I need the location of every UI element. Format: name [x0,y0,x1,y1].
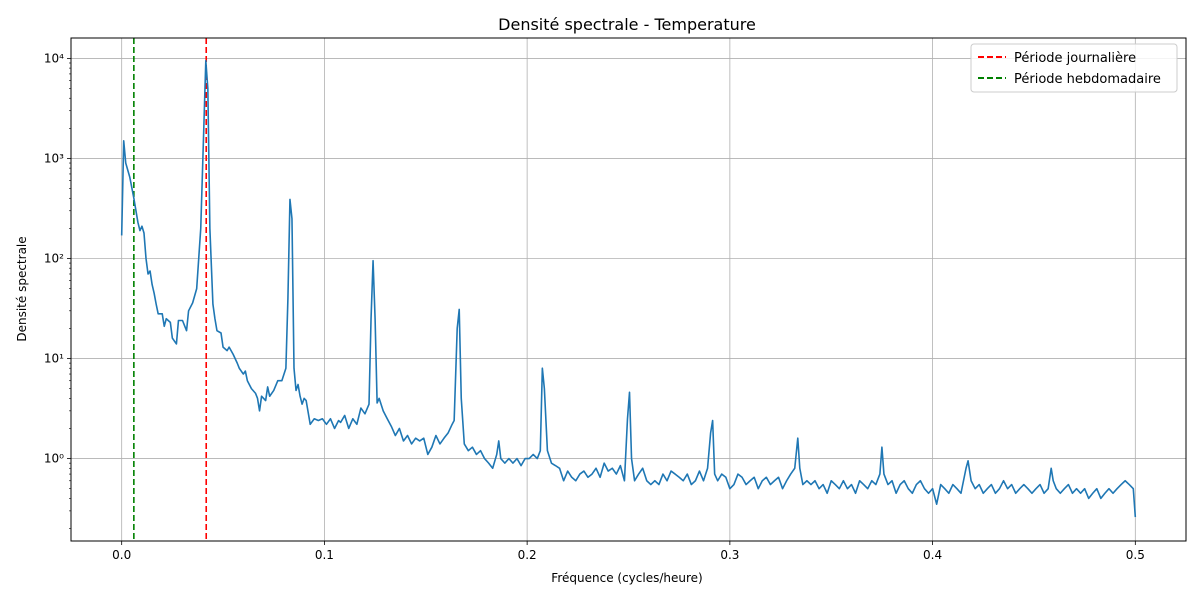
legend-label-weekly: Période hebdomadaire [1014,72,1161,87]
x-tick-label: 0.3 [720,548,739,562]
legend-label-daily: Période journalière [1014,51,1136,66]
chart-title: Densité spectrale - Temperature [498,15,756,34]
grid-lines [71,38,1186,541]
spectral-density-line [120,59,1137,518]
y-tick-label: 10⁴ [44,51,64,65]
y-tick-label: 10² [44,251,64,265]
x-tick-label: 0.0 [112,548,131,562]
x-axis-ticks: 0.0 0.1 0.2 0.3 0.4 0.5 [112,541,1145,562]
legend: Période journalière Période hebdomadaire [970,43,1178,93]
x-tick-label: 0.2 [518,548,537,562]
legend-box [970,43,1178,93]
x-tick-label: 0.5 [1126,548,1145,562]
axes-frame [70,37,1187,542]
plot-area [120,38,1137,541]
x-tick-label: 0.1 [315,548,334,562]
y-axis-title: Densité spectrale [15,236,29,341]
x-axis-title: Fréquence (cycles/heure) [551,571,702,585]
y-tick-label: 10¹ [44,352,64,366]
x-tick-label: 0.4 [923,548,942,562]
y-axis-ticks: 10⁰ 10¹ 10² 10³ 10⁴ [44,51,71,529]
y-tick-label: 10³ [44,151,64,165]
y-tick-label: 10⁰ [44,452,64,466]
